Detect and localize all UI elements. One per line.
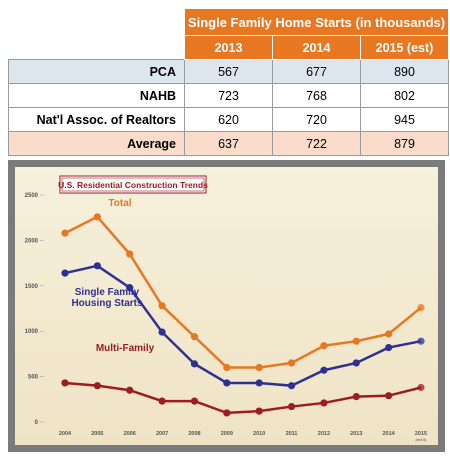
y-tick-label: 2000 [25, 238, 39, 244]
point [417, 303, 425, 312]
point [190, 397, 199, 405]
cell: 890 [360, 59, 449, 84]
point [352, 359, 360, 367]
row-label: Nat'l Assoc. of Realtors [8, 107, 185, 132]
point [352, 337, 360, 345]
series-line [64, 264, 422, 387]
x-tick-label: 2008 [188, 431, 200, 437]
point [126, 250, 134, 258]
title-box [59, 175, 207, 194]
y-tick-label: 500 [28, 375, 39, 381]
x-tick-label: 2006 [124, 431, 136, 437]
table-title: Single Family Home Starts (in thousands) [184, 8, 449, 36]
y-tick-label: 1500 [25, 284, 39, 290]
cell: 567 [184, 59, 273, 84]
series-label: Total [108, 198, 132, 209]
column-header: 2013 [184, 35, 273, 60]
point [223, 363, 231, 372]
point [385, 330, 393, 338]
cell: 879 [360, 131, 449, 156]
x-tick-label: 2013 [350, 431, 362, 437]
point [158, 302, 166, 310]
point [255, 379, 263, 387]
cell: 620 [184, 107, 273, 132]
x-tick-label: 2009 [221, 431, 233, 437]
point [417, 337, 425, 345]
x-tick-label: 2011 [286, 431, 298, 437]
table-row: NAHB 723 768 802 [8, 83, 449, 108]
point [320, 399, 328, 407]
column-header: 2015 (est) [360, 35, 449, 60]
y-tick-label: 0 [35, 420, 39, 426]
cell: 802 [360, 83, 449, 108]
series-line [64, 381, 422, 415]
point [320, 366, 328, 374]
point [352, 392, 360, 401]
point [385, 343, 393, 352]
x-tick-label: 2014 [383, 431, 396, 437]
point [255, 363, 263, 372]
series-label: Multi-Family [95, 343, 155, 354]
point [190, 333, 199, 341]
cell: 722 [272, 131, 361, 156]
cell: 637 [184, 131, 273, 156]
cell: 945 [360, 107, 449, 132]
x-tick-label: 2012 [318, 431, 330, 437]
point [223, 379, 231, 387]
point [287, 402, 296, 411]
point [255, 407, 263, 415]
point [190, 360, 199, 368]
corner [8, 35, 185, 60]
point [287, 359, 296, 367]
point [385, 392, 393, 400]
corner [8, 8, 185, 36]
x-tick-label: 2004 [59, 431, 72, 437]
chart-title: U.S. Residential Construction Trends [58, 180, 208, 190]
table-row: Nat'l Assoc. of Realtors 620 720 945 [8, 107, 449, 132]
point [223, 409, 231, 417]
table-body: PCA 567 677 890 NAHB 723 768 802 Nat'l Assoc. of… [8, 59, 449, 156]
row-label: NAHB [8, 83, 185, 108]
point [61, 229, 69, 237]
point [126, 386, 134, 394]
y-tick-label: 1000 [25, 329, 39, 335]
row-label: Average [8, 131, 185, 156]
column-header: 2014 [272, 35, 361, 60]
x-tick-label: 2010 [253, 431, 265, 437]
point [320, 342, 328, 350]
row-label: PCA [8, 59, 185, 84]
table-row: PCA 567 677 890 [8, 59, 449, 84]
point [158, 397, 166, 405]
cell: 723 [184, 83, 273, 108]
point [417, 383, 425, 392]
point [126, 284, 134, 292]
point [93, 213, 101, 221]
point [93, 382, 101, 390]
plot-area [15, 167, 438, 445]
cell: 720 [272, 107, 361, 132]
title-box-inner [61, 177, 205, 192]
cell: 768 [272, 83, 361, 108]
point [61, 379, 69, 387]
series-label: Single Family Housing Starts [71, 287, 143, 309]
starts-table: Single Family Home Starts (in thousands)… [8, 8, 449, 156]
point [287, 382, 296, 390]
point [61, 269, 69, 277]
y-tick-label: 2500 [25, 193, 39, 199]
x-tick-label: 2015 [415, 431, 427, 437]
point [158, 328, 166, 336]
point [93, 262, 101, 270]
x-tick-label: 2007 [156, 431, 168, 437]
table-row: Average 637 722 879 [8, 131, 449, 156]
chart: U.S. Residential Construction Trends 0 50… [8, 160, 445, 452]
x-note: (est'd) [416, 437, 428, 442]
series-line [64, 215, 422, 369]
cell: 677 [272, 59, 361, 84]
x-tick-label: 2005 [91, 431, 103, 437]
